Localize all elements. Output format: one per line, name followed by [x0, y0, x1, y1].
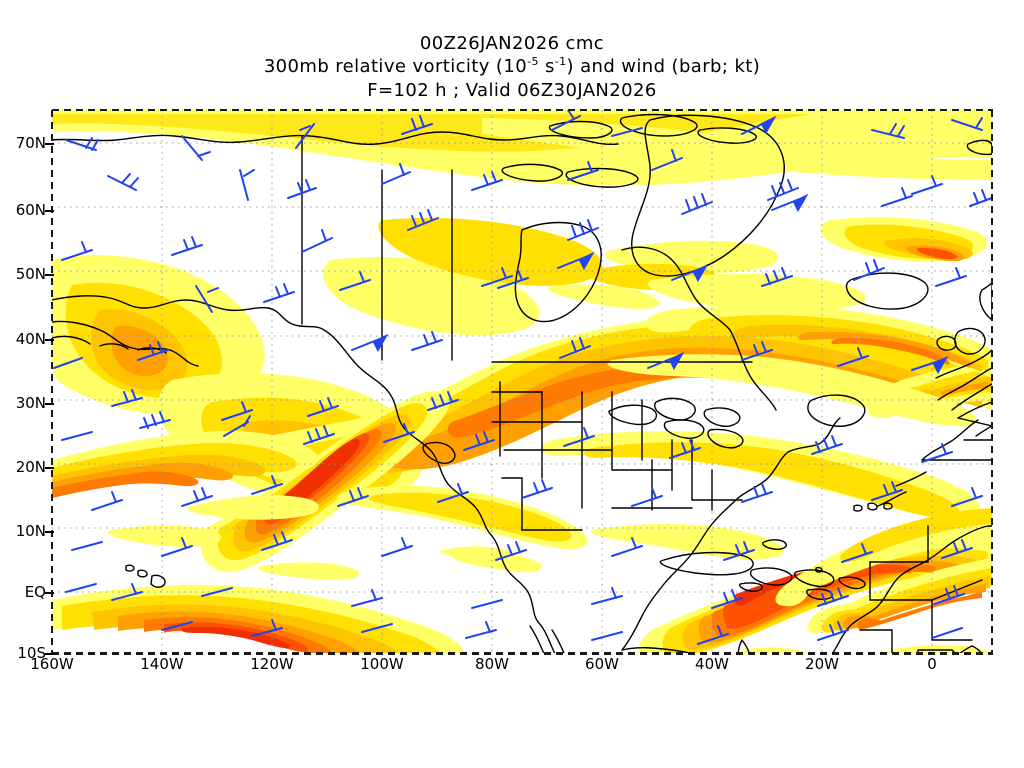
- xtick-120w: 120W: [250, 655, 294, 673]
- ytickmark-70n: [45, 143, 54, 145]
- title-line-field: 300mb relative vorticity (10-5 s-1) and …: [0, 55, 1024, 78]
- xtick-0: 0: [927, 655, 937, 673]
- title-field-pre: 300mb relative vorticity (10: [263, 56, 528, 78]
- title-exp-1: -5: [527, 55, 539, 69]
- ytick-40n: 40N: [15, 330, 46, 348]
- ytickmark-20n: [45, 467, 54, 469]
- xtick-20w: 20W: [805, 655, 839, 673]
- title-line-run: 00Z26JAN2026 cmc: [419, 33, 605, 54]
- ytickmark-50n: [45, 274, 54, 276]
- ytickmark-10n: [45, 531, 54, 533]
- xtick-100w: 100W: [360, 655, 404, 673]
- ytick-30n: 30N: [15, 394, 46, 412]
- ytick-50n: 50N: [15, 265, 46, 283]
- map-plot-area: [52, 110, 992, 653]
- ytick-eq: EQ: [24, 583, 46, 601]
- title-exp-2: -1: [554, 55, 567, 69]
- title-line-valid: F=102 h ; Valid 06Z30JAN2026: [367, 79, 657, 101]
- ytick-10n: 10N: [15, 522, 46, 540]
- chart-title-block: 00Z26JAN2026 cmc 300mb relative vorticit…: [0, 32, 1024, 102]
- axis-left: [51, 110, 53, 654]
- axis-bottom: [52, 652, 993, 655]
- ytickmark-60n: [45, 210, 54, 212]
- ytick-10s: 10S: [17, 644, 46, 662]
- map-svg: [52, 110, 992, 653]
- vorticity-contours: [52, 110, 992, 653]
- ytickmark-10s: [45, 653, 54, 655]
- wind-barbs: [53, 110, 992, 645]
- coastlines: [52, 113, 992, 653]
- xtick-160w: 160W: [30, 655, 74, 673]
- xtick-140w: 140W: [140, 655, 184, 673]
- ytick-60n: 60N: [15, 201, 46, 219]
- ytick-70n: 70N: [15, 134, 46, 152]
- map-gridlines: [52, 110, 992, 653]
- ytick-20n: 20N: [15, 458, 46, 476]
- ytickmark-40n: [45, 339, 54, 341]
- xtick-80w: 80W: [475, 655, 509, 673]
- ytickmark-eq: [45, 592, 54, 594]
- title-field-mid: s: [538, 56, 555, 78]
- axis-right: [991, 110, 993, 654]
- xtick-40w: 40W: [695, 655, 729, 673]
- ytickmark-30n: [45, 403, 54, 405]
- xtick-60w: 60W: [585, 655, 619, 673]
- title-field-post: ) and wind (barb; kt): [566, 56, 761, 78]
- axis-top: [52, 109, 993, 111]
